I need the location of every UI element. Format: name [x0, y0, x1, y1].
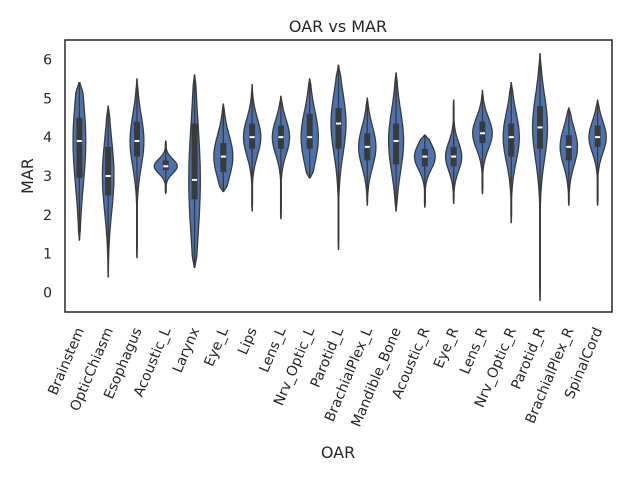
x-axis-label: OAR	[321, 443, 355, 462]
violin-iqr-box	[76, 117, 83, 178]
violin-median	[364, 145, 370, 148]
x-tick-label: Eye_L	[201, 325, 232, 369]
y-tick-label: 4	[43, 130, 52, 146]
x-tick-label: Eye_R	[431, 325, 462, 371]
y-tick-label: 0	[43, 286, 52, 302]
violin-iqr-box	[105, 146, 112, 196]
violin-iqr-box	[335, 108, 342, 149]
violin-median	[192, 178, 198, 181]
violin-median	[508, 136, 514, 139]
y-axis-label: MAR	[18, 158, 37, 194]
violin-median	[163, 165, 169, 168]
violin-median	[278, 136, 284, 139]
violin-median	[537, 126, 543, 129]
violin-iqr-box	[133, 121, 140, 157]
violin-median	[422, 155, 428, 158]
violin-iqr-box	[306, 113, 313, 149]
plot-frame	[64, 39, 613, 313]
violin-iqr-box	[508, 123, 515, 157]
violin-median	[595, 136, 601, 139]
violin-median	[220, 155, 226, 158]
x-tick-label: Larynx	[170, 325, 203, 375]
y-tick-label: 5	[43, 91, 52, 107]
y-tick-label: 3	[43, 169, 52, 185]
violin-median	[479, 132, 485, 135]
violin-median	[249, 136, 255, 139]
violin-iqr-box	[393, 123, 400, 165]
y-axis-ticks: 0 1 2 3 4 5 6	[43, 52, 52, 301]
violin-median	[307, 136, 313, 139]
violin-iqr-box	[191, 123, 198, 200]
x-axis-ticks: BrainstemOpticChiasmEsophagusAcoustic_LL…	[45, 325, 606, 429]
violin-median	[336, 122, 341, 125]
x-tick-label: Lips	[235, 325, 261, 357]
violin-median	[393, 140, 399, 143]
violins-group	[72, 52, 607, 301]
violin-median	[566, 145, 572, 148]
violin-median	[76, 140, 82, 143]
chart-title: OAR vs MAR	[289, 17, 387, 36]
y-tick-label: 6	[43, 52, 52, 68]
y-tick-label: 1	[43, 247, 52, 263]
violin-median	[105, 175, 111, 177]
y-tick-label: 2	[43, 208, 52, 224]
violin-median	[134, 140, 140, 143]
violin-median	[451, 155, 457, 158]
